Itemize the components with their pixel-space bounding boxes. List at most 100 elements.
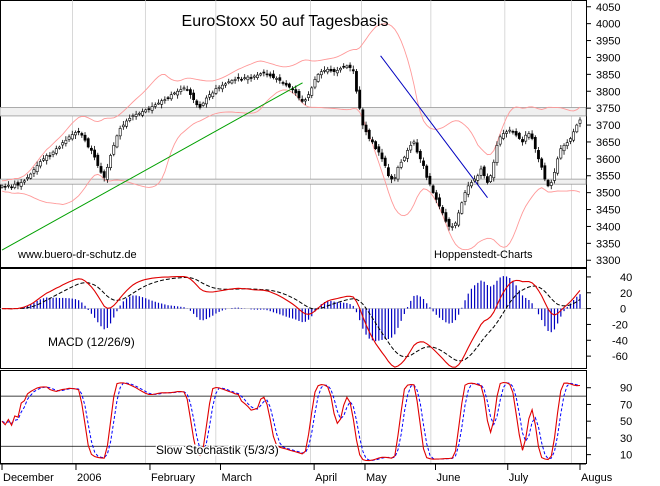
- x-tick-label: April: [315, 472, 337, 484]
- price-tick-label: 4000: [596, 19, 620, 31]
- candle-body: [358, 89, 362, 109]
- price-panel: EuroStoxx 50 auf Tagesbasis www.buero-dr…: [0, 0, 620, 268]
- candlestick: [51, 150, 55, 158]
- candlestick: [240, 76, 243, 82]
- candle-body: [272, 73, 275, 79]
- candle-body: [121, 124, 125, 128]
- candlestick: [361, 107, 365, 130]
- candlestick: [275, 76, 279, 83]
- candle-body: [198, 104, 202, 108]
- candle-body: [380, 152, 384, 160]
- candle-body: [173, 92, 176, 95]
- candle-body: [262, 71, 266, 74]
- candle-body: [208, 94, 211, 98]
- candlestick: [77, 127, 81, 136]
- candlestick: [236, 73, 240, 82]
- stochastic-gridlines: [0, 371, 586, 463]
- candlestick: [418, 149, 422, 163]
- candle-body: [80, 133, 84, 136]
- candlestick: [300, 95, 304, 104]
- candle-body: [450, 226, 454, 228]
- candlestick: [252, 74, 256, 80]
- candle-body: [406, 150, 409, 159]
- candlestick: [227, 78, 231, 85]
- candlestick: [438, 193, 441, 210]
- candle-body: [195, 100, 199, 106]
- candle-body: [514, 131, 518, 136]
- stochastic-tick-label: 10: [620, 450, 632, 462]
- price-tick-label: 4050: [596, 2, 620, 14]
- candle-body: [447, 219, 451, 227]
- candlestick: [466, 181, 470, 198]
- candle-body: [492, 161, 496, 179]
- trendlines: [1, 55, 488, 251]
- macd-tick-label: -40: [612, 335, 628, 347]
- candle-body: [355, 71, 358, 92]
- candle-body: [0, 185, 4, 188]
- candlestick: [147, 105, 151, 113]
- candle-body: [281, 82, 285, 84]
- candle-body: [415, 142, 419, 153]
- candle-body: [99, 166, 103, 173]
- candle-body: [438, 197, 441, 207]
- stochastic-panel: Slow Stochastik (5/3/3) 90 70 50 30 10: [0, 370, 632, 464]
- candlestick: [546, 178, 550, 188]
- candlestick: [83, 132, 87, 143]
- candle-body: [402, 156, 406, 161]
- candlestick: [10, 184, 13, 190]
- candlestick: [476, 173, 480, 185]
- candlestick: [578, 117, 582, 128]
- horizontal-band: [0, 178, 587, 185]
- candle-body: [35, 165, 39, 172]
- stochastic-label: Slow Stochastik (5/3/3): [156, 443, 279, 457]
- candle-body: [460, 202, 464, 214]
- candlestick: [396, 165, 400, 182]
- candlestick: [310, 86, 314, 99]
- candle-body: [192, 92, 196, 101]
- candlestick: [450, 223, 454, 231]
- candlestick: [572, 128, 576, 143]
- x-tick-label: December: [3, 472, 54, 484]
- macd-tick-label: 40: [620, 272, 632, 284]
- macd-panel: MACD (12/26/9) 40 20 0 -20 -40 -60: [0, 268, 632, 369]
- candle-body: [553, 172, 556, 181]
- candle-body: [153, 104, 157, 107]
- macd-line: [1, 275, 581, 368]
- macd-label: MACD (12/26/9): [48, 335, 135, 349]
- candle-body: [74, 132, 77, 136]
- candle-body: [182, 87, 186, 90]
- horizontal-band: [0, 107, 587, 117]
- price-tick-label: 3850: [596, 69, 620, 81]
- candlestick: [473, 175, 477, 183]
- bollinger-bands: [1, 23, 581, 251]
- candlestick: [125, 118, 128, 129]
- candlestick: [176, 88, 180, 99]
- candle-body: [297, 91, 301, 99]
- candlestick: [441, 205, 445, 216]
- price-tick-label: 3400: [596, 221, 620, 233]
- candle-body: [90, 147, 93, 151]
- candlestick: [364, 121, 368, 136]
- candlestick: [54, 145, 58, 156]
- candlestick: [380, 148, 384, 162]
- stochastic-tick-label: 90: [620, 383, 632, 395]
- support-resistance-bands: [0, 107, 587, 185]
- x-tick-label: 2006: [77, 472, 101, 484]
- candle-body: [559, 148, 563, 159]
- trendline: [1, 82, 303, 251]
- candle-body: [339, 67, 342, 71]
- candle-body: [556, 158, 560, 174]
- candlestick: [38, 159, 42, 169]
- candle-body: [32, 169, 36, 174]
- candlestick: [501, 129, 505, 141]
- candlestick: [262, 69, 266, 77]
- candle-body: [463, 192, 467, 202]
- candle-body: [489, 175, 492, 182]
- candlestick: [220, 81, 224, 93]
- candlestick: [402, 155, 406, 162]
- candle-body: [441, 207, 445, 214]
- candlestick: [243, 74, 247, 81]
- candlestick: [131, 113, 135, 121]
- candlestick: [297, 88, 301, 101]
- price-tick-label: 3800: [596, 86, 620, 98]
